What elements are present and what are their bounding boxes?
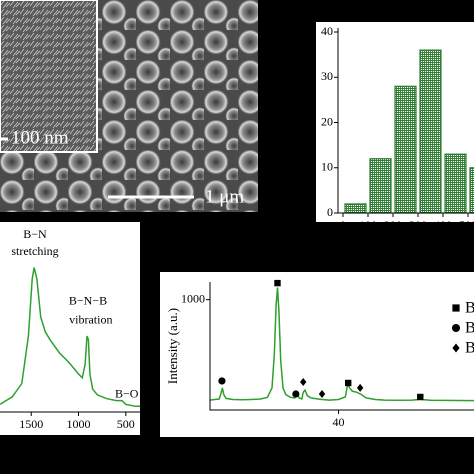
x-tick-label: 200 xyxy=(384,218,402,232)
peak-marker xyxy=(218,377,226,385)
bar xyxy=(444,153,467,214)
axes xyxy=(209,282,474,411)
annotation: stretching xyxy=(11,244,58,258)
legend-symbol xyxy=(451,323,461,333)
x-tick-label: 300 xyxy=(409,218,427,232)
peak-marker xyxy=(318,390,326,398)
sem-image: 100 nm 1 μm xyxy=(0,0,258,212)
y-tick-label: 1000 xyxy=(181,291,205,305)
x-tick-label: 400 xyxy=(434,218,452,232)
x-tick-label: 500 xyxy=(117,417,135,431)
y-tick-label: 40 xyxy=(321,24,333,38)
chart: 0102030400100200300400500 xyxy=(321,24,474,232)
y-tick-label: 20 xyxy=(321,114,333,128)
x-tick-label: 500 xyxy=(459,218,474,232)
annotation: vibration xyxy=(69,313,112,327)
y-tick-label: 10 xyxy=(321,160,333,174)
peak-marker xyxy=(292,390,300,398)
series-line xyxy=(209,287,474,402)
legend-symbol xyxy=(452,343,460,353)
legend-label: B xyxy=(465,340,474,357)
legend-symbol xyxy=(452,304,460,312)
sem-inset xyxy=(0,0,98,153)
x-tick-label: 40 xyxy=(333,415,345,429)
x-tick-label: 0 xyxy=(340,218,346,232)
y-tick-label: 0 xyxy=(327,205,333,219)
legend-label: B xyxy=(465,300,474,317)
inset-scale-label: 100 nm xyxy=(11,127,69,148)
xrd-panel xyxy=(160,272,474,437)
bar xyxy=(369,158,392,214)
annotation: B−N xyxy=(23,227,47,241)
peak-marker xyxy=(417,393,424,401)
bar xyxy=(344,203,367,214)
legend-label: B xyxy=(465,320,474,337)
x-tick-label: 1000 xyxy=(67,417,91,431)
bar xyxy=(419,49,442,214)
scale-label: 1 μm xyxy=(205,186,244,207)
annotation: B−N−B xyxy=(69,294,107,308)
peak-marker xyxy=(274,279,281,287)
y-tick-label: 30 xyxy=(321,69,333,83)
x-tick-label: 100 xyxy=(359,218,377,232)
chart: 1500 1000 500 B−N stretching B−N−B vibration B−… xyxy=(0,227,140,431)
ftir-panel xyxy=(0,222,140,435)
x-tick-label: 1500 xyxy=(19,417,43,431)
bar xyxy=(469,167,474,214)
series-line xyxy=(0,267,140,408)
annotation: B−O xyxy=(115,387,139,401)
peak-marker xyxy=(300,377,307,386)
peak-marker xyxy=(344,379,352,387)
y-axis-label: Intensity (a.u.) xyxy=(165,308,180,384)
bar xyxy=(394,85,417,214)
peak-marker xyxy=(356,383,364,392)
